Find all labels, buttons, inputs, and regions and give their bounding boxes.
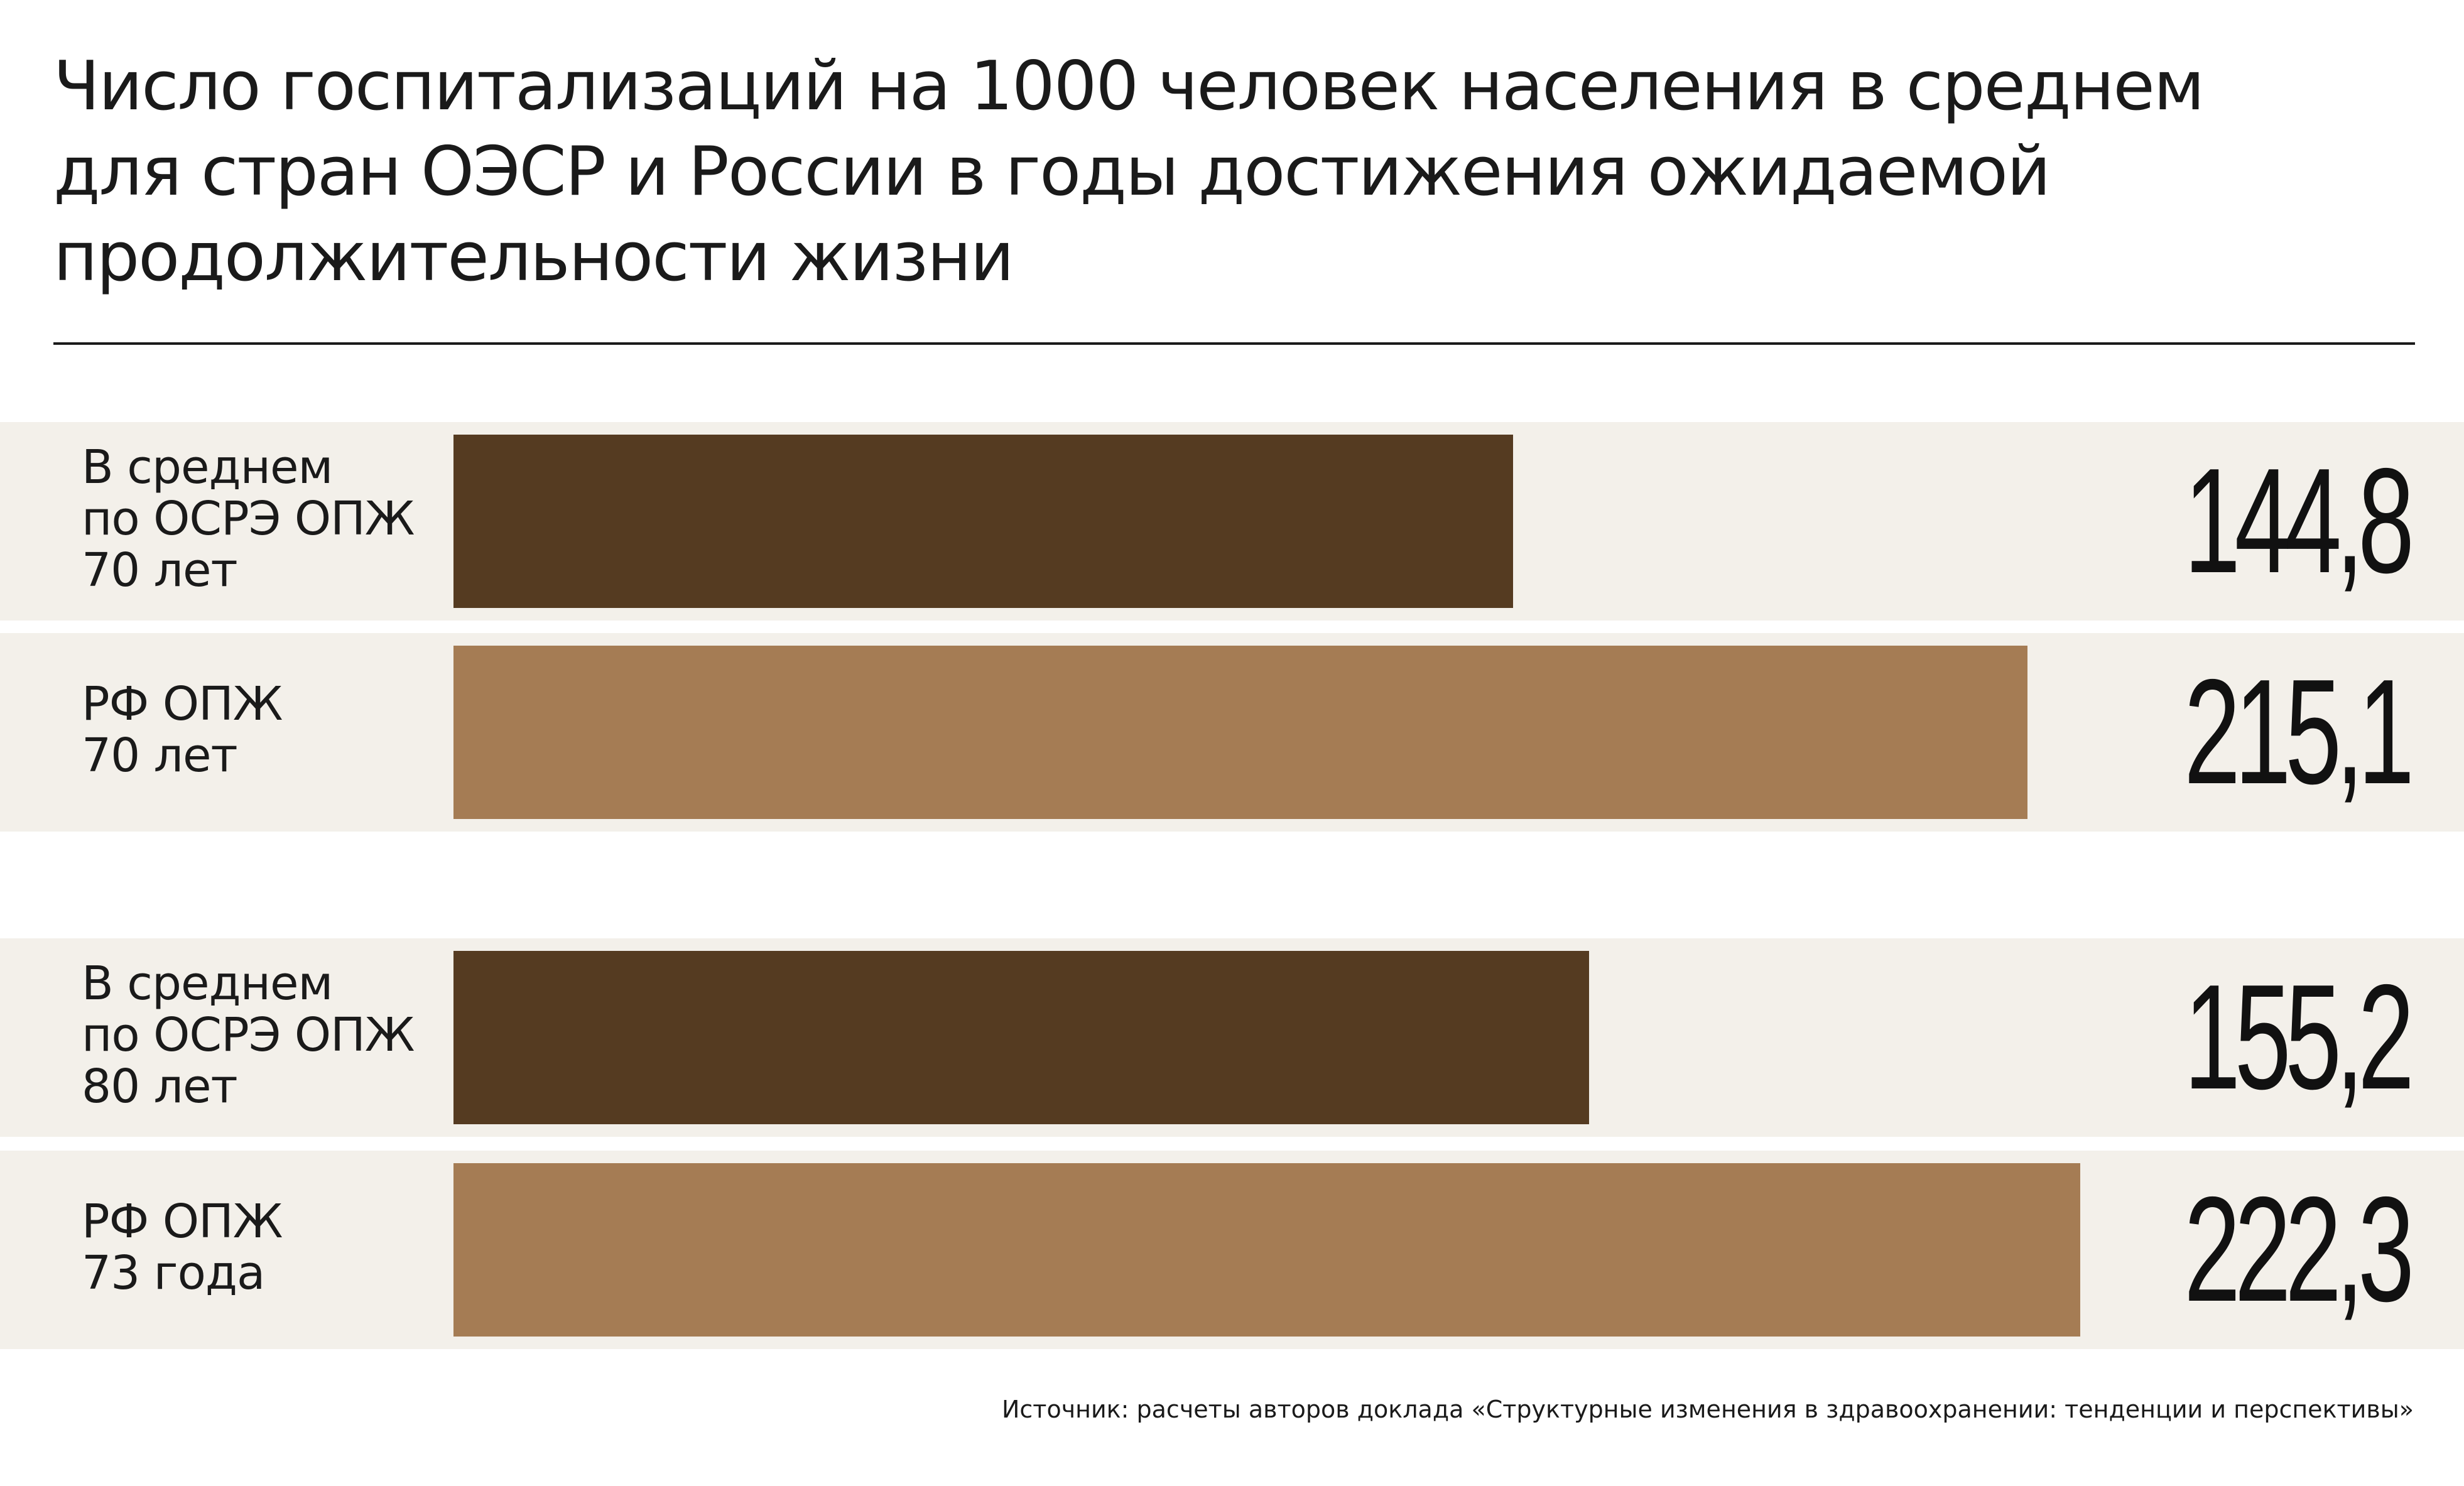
bar-category-label: РФ ОПЖ 73 года [82, 1195, 283, 1300]
chart-title: Число госпитализаций на 1000 человек нас… [53, 44, 2315, 300]
bar-value-label: 222,3 [2184, 1166, 2415, 1333]
bar-category-label-line: 80 лет [82, 1060, 238, 1114]
bar [453, 435, 1513, 608]
bar-value-label: 215,1 [2184, 649, 2415, 815]
bar-category-label-line: В среднем [82, 440, 333, 494]
bar-category-label-line: 70 лет [82, 543, 238, 597]
source-note: Источник: расчеты авторов доклада «Струк… [1001, 1396, 2414, 1423]
bar [453, 951, 1589, 1124]
bar-category-label-line: по ОСРЭ ОПЖ [82, 1008, 415, 1062]
bar-row: В среднем по ОСРЭ ОПЖ 80 лет 155,2 [0, 938, 2464, 1137]
bar [453, 1163, 2080, 1337]
bar-category-label-line: РФ ОПЖ [82, 1195, 283, 1249]
bar-category-label-line: 73 года [82, 1246, 265, 1300]
bar-category-label-line: В среднем [82, 957, 333, 1011]
chart-title-line-3: продолжительности жизни [53, 218, 1014, 296]
bar-row: РФ ОПЖ 70 лет 215,1 [0, 633, 2464, 832]
bar-category-label: В среднем по ОСРЭ ОПЖ 80 лет [82, 958, 415, 1112]
bar-row: РФ ОПЖ 73 года 222,3 [0, 1151, 2464, 1349]
bar-category-label-line: по ОСРЭ ОПЖ [82, 492, 415, 546]
bar-category-label: В среднем по ОСРЭ ОПЖ 70 лет [82, 442, 415, 596]
title-divider [53, 342, 2415, 345]
bar-value-label: 144,8 [2184, 438, 2415, 604]
bar-category-label-line: РФ ОПЖ [82, 677, 283, 731]
bar-category-label: РФ ОПЖ 70 лет [82, 677, 283, 783]
chart-title-line-2: для стран ОЭСР и России в годы достижени… [53, 133, 2051, 211]
bar-row: В среднем по ОСРЭ ОПЖ 70 лет 144,8 [0, 422, 2464, 621]
bar-value-label: 155,2 [2184, 954, 2415, 1120]
bar [453, 646, 2027, 819]
chart-title-line-1: Число госпитализаций на 1000 человек нас… [53, 47, 2205, 126]
bar-category-label-line: 70 лет [82, 729, 238, 783]
